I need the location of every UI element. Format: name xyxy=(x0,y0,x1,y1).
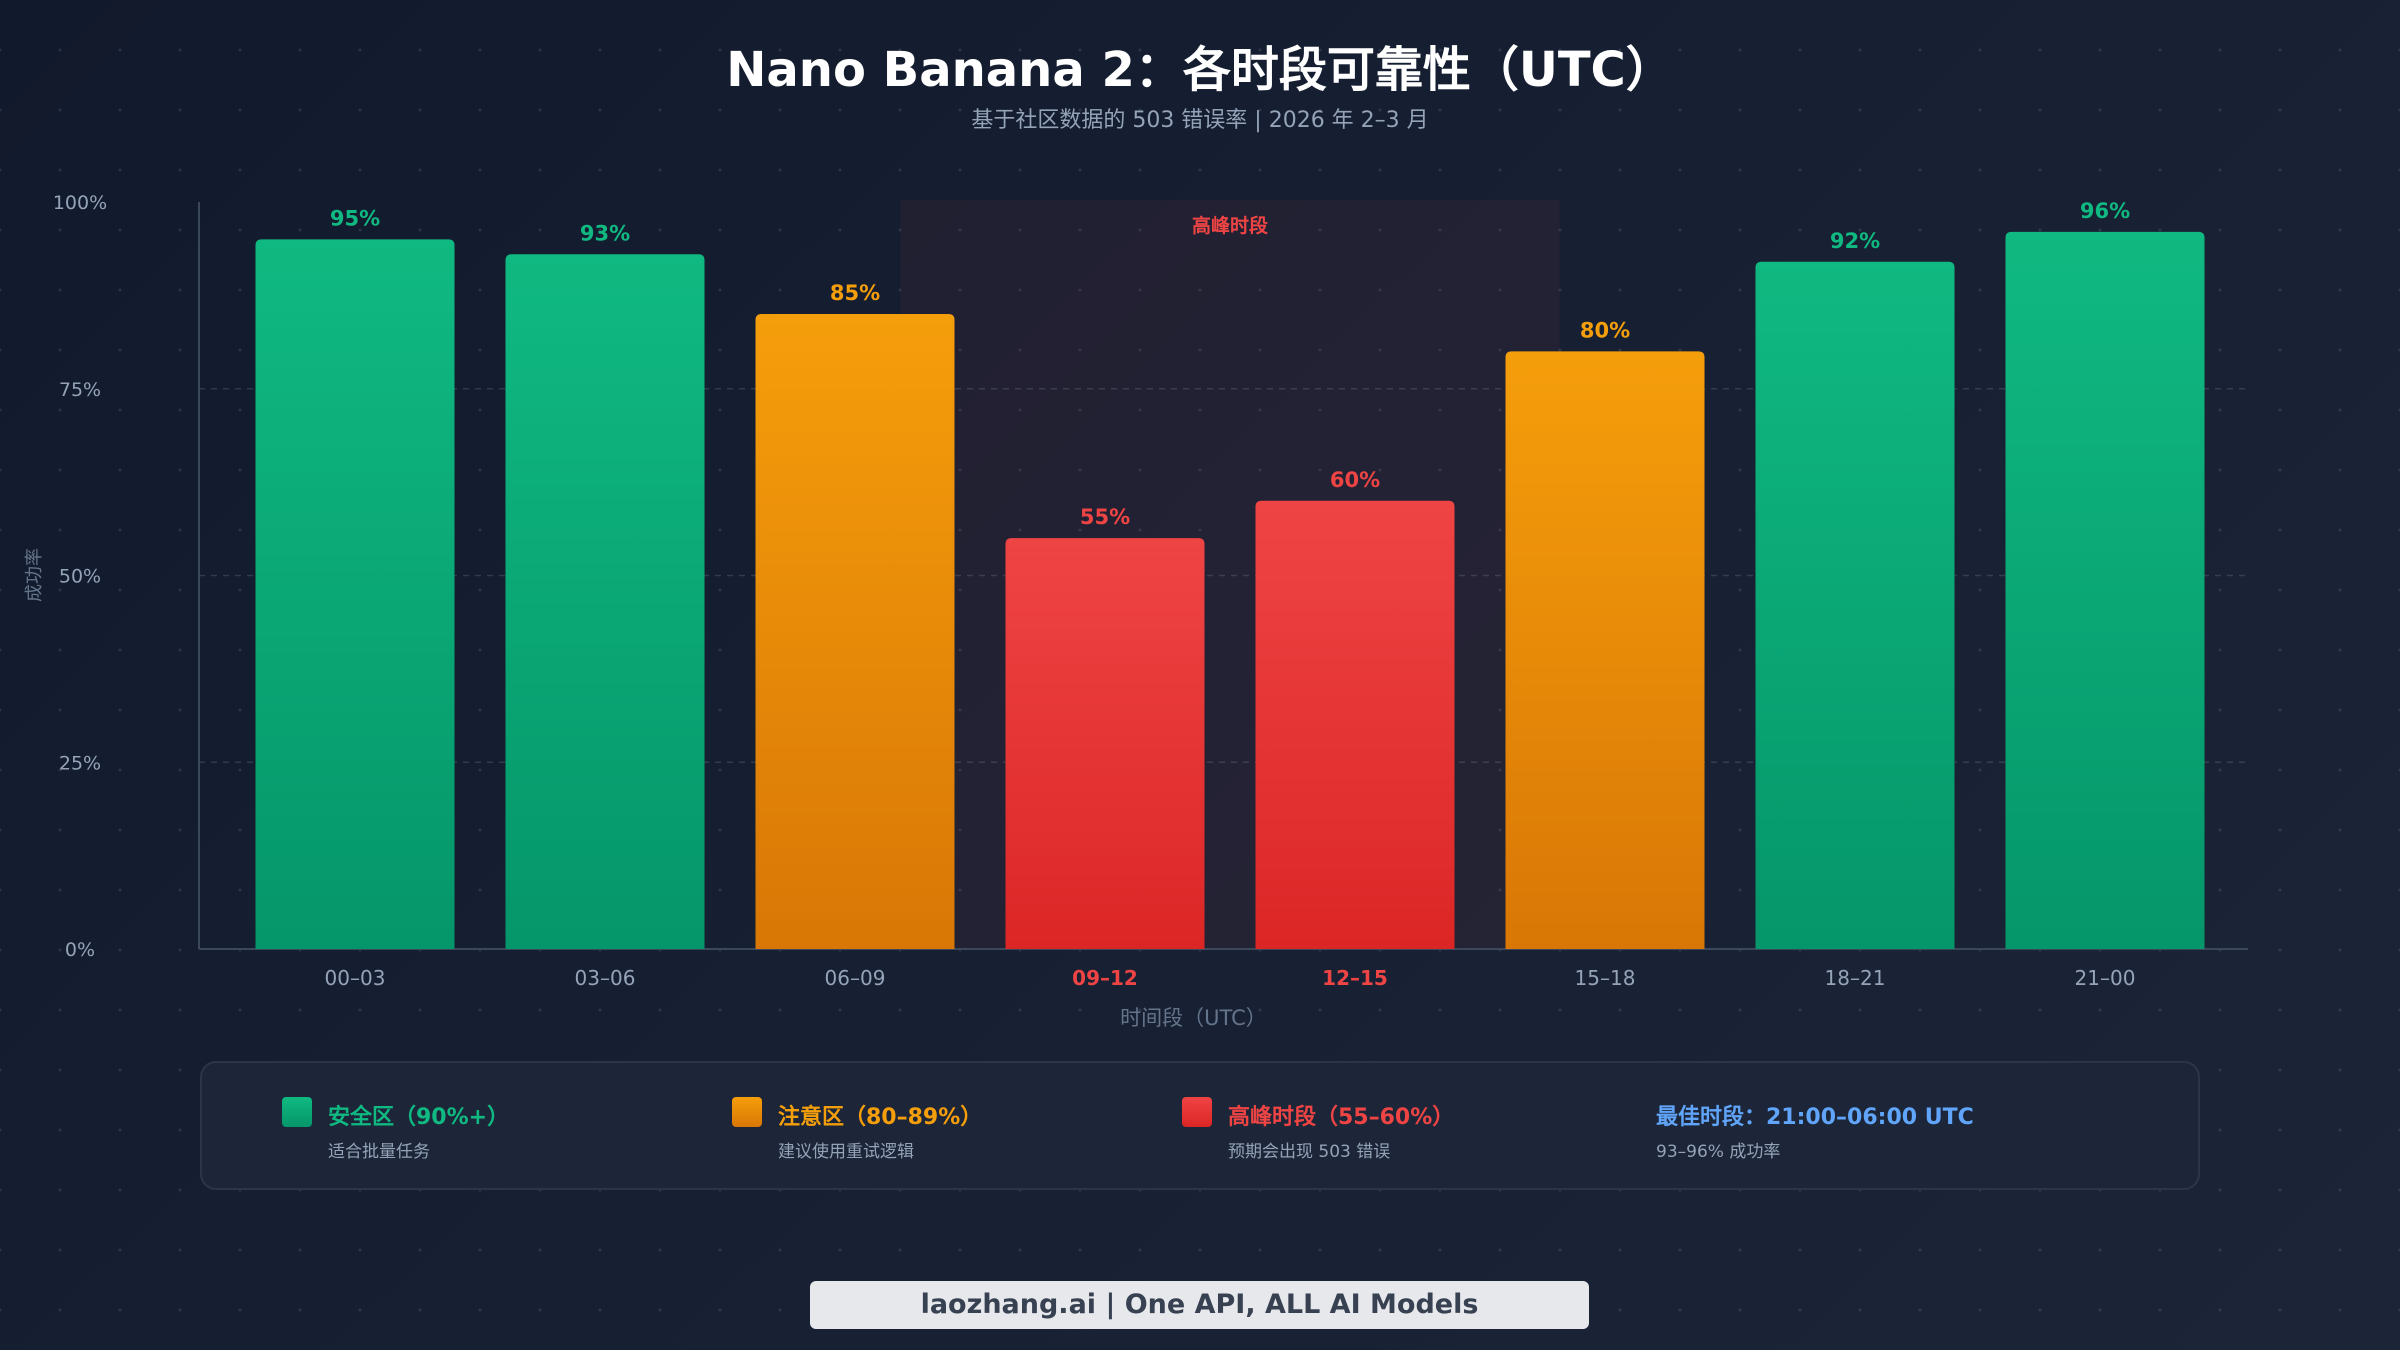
x-tick-label: 09–12 xyxy=(1072,966,1138,990)
bar-00–03 xyxy=(255,239,455,950)
legend-desc: 预期会出现 503 错误 xyxy=(1228,1142,1391,1162)
legend-swatch-peak xyxy=(1182,1097,1212,1127)
bar-value-label: 93% xyxy=(580,221,630,245)
bar-12–15 xyxy=(1255,500,1455,949)
bar-value-label: 85% xyxy=(830,281,880,305)
bar-value-label: 96% xyxy=(2080,199,2130,223)
y-tick-label: 0% xyxy=(65,939,95,961)
x-tick-label: 21–00 xyxy=(2075,966,2136,990)
bar-chart: 高峰时段 0% 25% 50% 75% 100% 95% 00–03 93% 03–06 85% 06… xyxy=(24,192,2248,1030)
chart-subtitle: 基于社区数据的 503 错误率 | 2026 年 2–3 月 xyxy=(971,108,1429,133)
x-tick-label: 15–18 xyxy=(1575,966,1636,990)
legend-desc: 建议使用重试逻辑 xyxy=(778,1142,914,1162)
legend-desc: 适合批量任务 xyxy=(328,1142,430,1162)
y-tick-label: 25% xyxy=(59,752,101,774)
legend-title: 最佳时段：21:00–06:00 UTC xyxy=(1656,1105,1974,1130)
x-tick-label: 00–03 xyxy=(325,966,386,990)
legend-panel: 安全区（90%+） 适合批量任务 注意区（80–89%） 建议使用重试逻辑 高峰… xyxy=(200,1061,2200,1190)
x-tick-label: 06–09 xyxy=(825,966,886,990)
bar-value-label: 80% xyxy=(1580,318,1630,342)
bar-15–18 xyxy=(1505,351,1705,949)
bar-18–21 xyxy=(1755,261,1955,949)
x-tick-label: 12–15 xyxy=(1322,966,1388,990)
legend-swatch-safe xyxy=(282,1097,312,1127)
legend-title: 注意区（80–89%） xyxy=(778,1105,983,1130)
y-axis-title: 成功率 xyxy=(24,548,45,602)
y-tick-label: 75% xyxy=(59,379,101,401)
y-tick-label: 100% xyxy=(53,192,107,214)
legend-desc: 93–96% 成功率 xyxy=(1656,1142,1781,1162)
x-axis-title: 时间段（UTC） xyxy=(1120,1006,1267,1030)
bar-09–12 xyxy=(1005,538,1205,949)
footer-banner: laozhang.ai | One API, ALL AI Models xyxy=(810,1281,1589,1329)
bar-value-label: 60% xyxy=(1330,468,1380,492)
peak-hours-label: 高峰时段 xyxy=(1192,214,1269,237)
bar-value-label: 95% xyxy=(330,206,380,230)
y-tick-label: 50% xyxy=(59,566,101,588)
x-tick-label: 18–21 xyxy=(1825,966,1886,990)
bar-06–09 xyxy=(755,314,955,949)
peak-hours-highlight xyxy=(900,200,1560,949)
legend-title: 安全区（90%+） xyxy=(328,1105,510,1130)
bar-03–06 xyxy=(505,254,705,950)
chart-title: Nano Banana 2：各时段可靠性（UTC） xyxy=(726,42,1674,98)
legend-title: 高峰时段（55–60%） xyxy=(1228,1105,1455,1130)
bar-21–00 xyxy=(2005,231,2205,949)
x-tick-label: 03–06 xyxy=(575,966,636,990)
legend-swatch-caution xyxy=(732,1097,762,1127)
bar-value-label: 55% xyxy=(1080,505,1130,529)
bar-value-label: 92% xyxy=(1830,229,1880,253)
